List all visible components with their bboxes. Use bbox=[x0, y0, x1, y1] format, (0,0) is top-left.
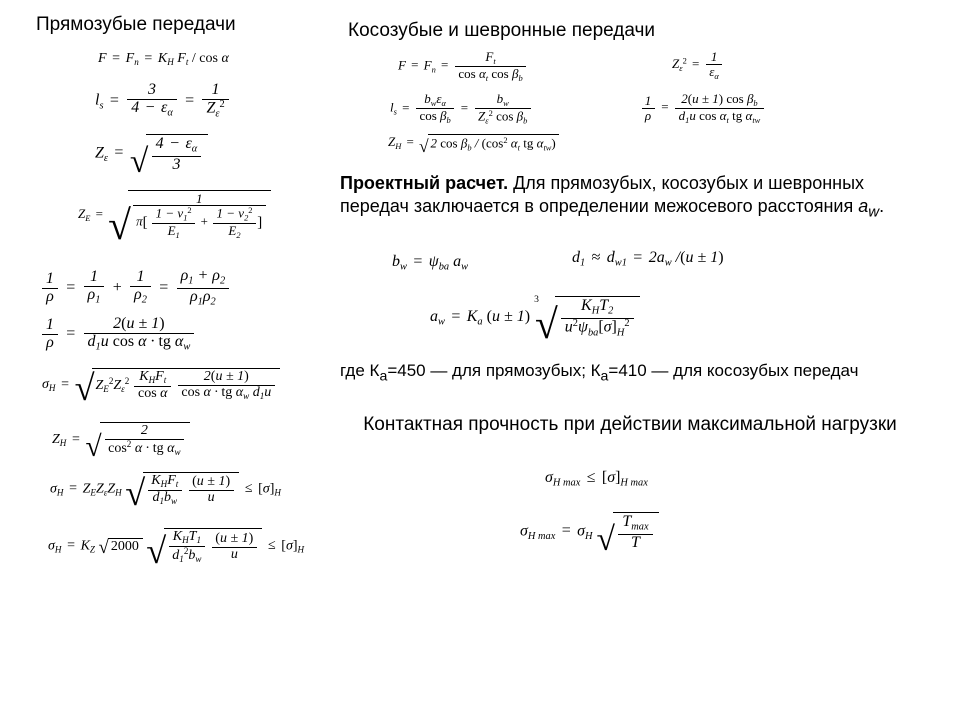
formula-right-rho: 1ρ = 2(u ± 1) cos βb d1u cos αt tg αtw bbox=[640, 92, 765, 125]
formula-left-ls: ls = 3 4 − εα = 1 Zε2 bbox=[95, 82, 231, 120]
formula-right-F: F = Fn = Ft cos αt cos βb bbox=[398, 50, 527, 83]
formula-right-ls: ls = bwεα cos βb = bw Zε2 cos βb bbox=[390, 92, 532, 125]
formula-left-sigmaH-short: σH = ZEZεZH √ KHFt d1bw (u ± 1) u ≤ [σ]H bbox=[50, 472, 281, 506]
formula-bw: bw = ψba aw bbox=[392, 254, 468, 273]
formula-right-Ze2: Zε2 = 1εα bbox=[672, 50, 724, 80]
heading-spur-gears: Прямозубые передачи bbox=[36, 14, 236, 36]
formula-left-rho-expr: 1ρ = 2(u ± 1) d1u cos α · tg αw bbox=[40, 316, 196, 353]
formula-right-ZH: ZH = √ 2 cos βb / (cos2 αt tg αtw) bbox=[388, 134, 559, 152]
formula-left-sigmaH-Kz: σH = KZ √2000 √ KHT1 d12bw (u ± 1) u ≤ [… bbox=[48, 528, 304, 564]
design-note-Ka: где Ка=450 — для прямозубых; Ка=410 — дл… bbox=[340, 360, 900, 387]
formula-left-ZH: ZH = √ 2 cos2 α · tg αw bbox=[52, 422, 190, 457]
formula-max2: σH max = σH √ Tmax T bbox=[520, 512, 659, 551]
formula-left-F: F = Fn = KH Ft / cos α bbox=[98, 52, 229, 67]
formula-left-rho-sum: 1ρ = 1ρ1 + 1ρ2 = ρ1 + ρ2 ρ1ρ2 bbox=[40, 268, 231, 308]
design-calc-paragraph: Проектный расчет. Для прямозубых, косозу… bbox=[340, 172, 900, 222]
formula-aw: aw = Ka (u ± 1) 3√ KHT2 u2ψba[σ]H2 bbox=[430, 296, 640, 339]
heading-helical-gears: Косозубые и шевронные передачи bbox=[348, 20, 655, 42]
formula-left-ZE: ZE = √ 1 π[ 1 − ν12 E1 + 1 − ν22 E2 ] bbox=[78, 190, 271, 240]
formula-left-Ze: Zε = √ 4 − εα 3 bbox=[95, 134, 208, 173]
heading-max-load: Контактная прочность при действии максим… bbox=[360, 414, 900, 436]
formula-max1: σH max ≤ [σ]H max bbox=[545, 470, 648, 489]
formula-d1: d1 ≈ dw1 = 2aw /(u ± 1) bbox=[572, 250, 724, 269]
formula-left-sigmaH-long: σH = √ ZE2Zε2 KHFt cos α 2(u ± 1) cos α … bbox=[42, 368, 280, 401]
